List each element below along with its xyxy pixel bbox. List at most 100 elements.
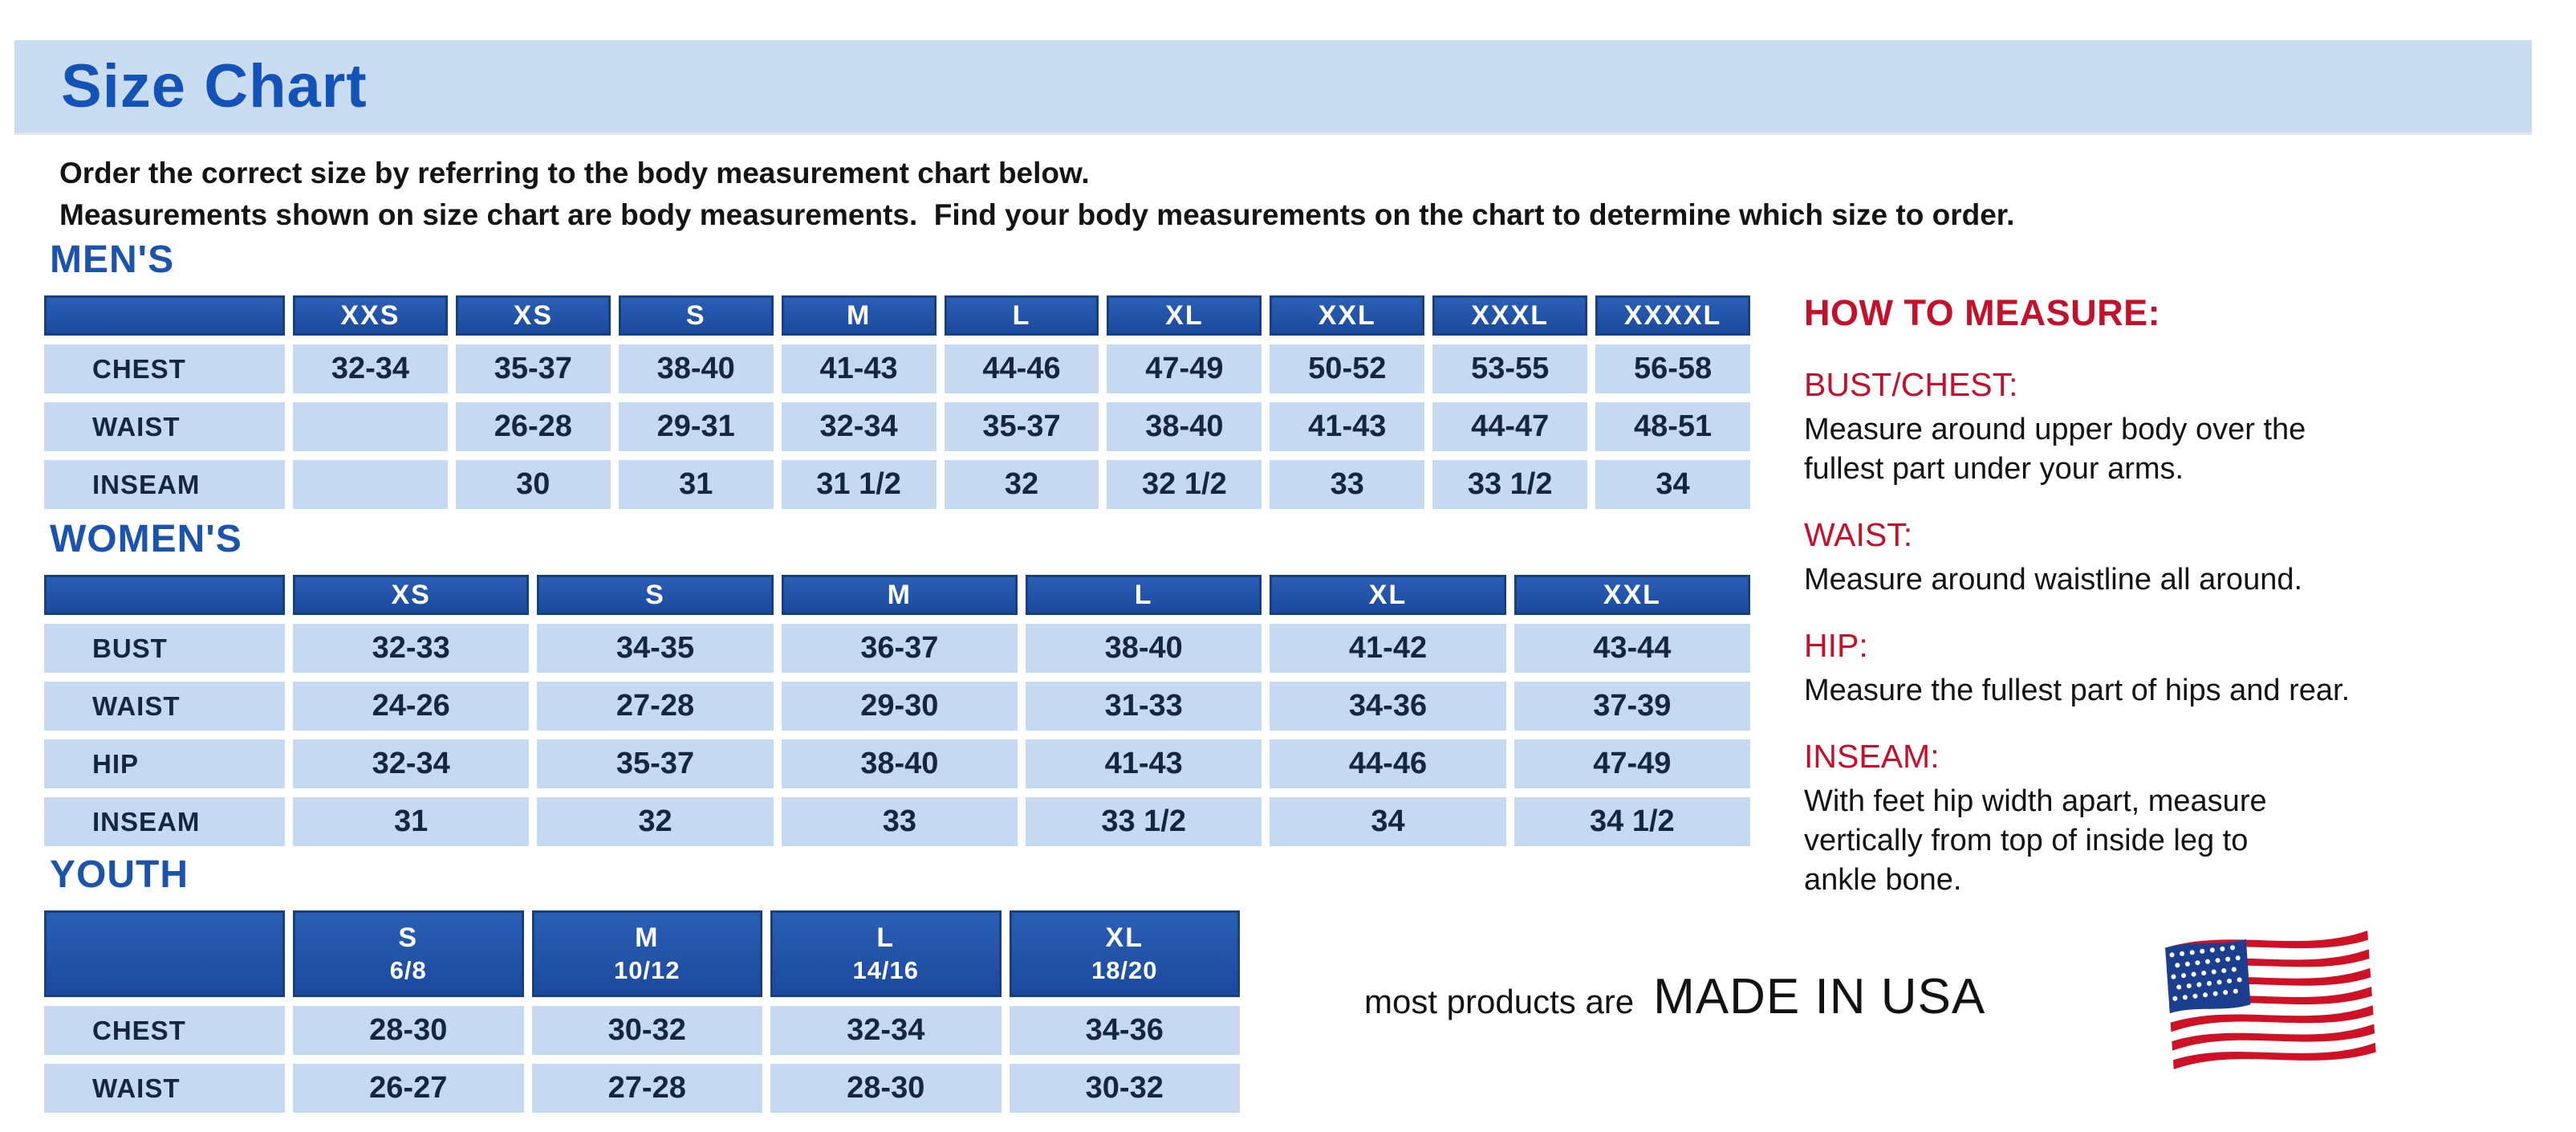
column-header: XL 18/20: [1009, 910, 1240, 997]
table-cell: 56-58: [1595, 344, 1750, 393]
table-cell: 33 1/2: [1432, 460, 1588, 509]
column-header: M: [781, 575, 1018, 615]
measure-text-bust-chest: Measure around upper body over the fulle…: [1804, 413, 2306, 486]
column-header: L: [1026, 575, 1262, 615]
row-label: HIP: [44, 739, 285, 788]
table-cell: 29-31: [618, 402, 774, 451]
table-cell: 32: [537, 797, 774, 846]
column-header: XL: [1270, 575, 1506, 615]
column-header: XL: [1107, 295, 1262, 336]
table-cell: 27-28: [531, 1064, 762, 1113]
table-cell: 30: [455, 460, 611, 509]
table-cell: 32-33: [293, 624, 530, 673]
table-cell: 43-44: [1514, 624, 1750, 673]
column-header: XXXXL: [1595, 295, 1750, 336]
column-header: L 14/16: [770, 910, 1002, 997]
table-cell: 48-51: [1595, 402, 1750, 451]
table-cell: 36-37: [781, 624, 1018, 673]
table-cell: 53-55: [1432, 344, 1588, 393]
row-label: INSEAM: [44, 797, 285, 846]
table-cell: 33: [1270, 460, 1425, 509]
footer-prefix: most products are: [1364, 983, 1635, 1020]
mens-size-table: XXS XS S M L XL XXL XXXL XXXXL CHEST 32-34 35-37 38-…: [44, 295, 1750, 509]
table-cell: 35-37: [537, 739, 774, 788]
row-label: CHEST: [44, 344, 285, 393]
column-header: XXL: [1514, 575, 1750, 615]
table-cell: 41-43: [1026, 739, 1262, 788]
column-header: M: [781, 295, 937, 336]
title-banner: Size Chart: [14, 40, 2532, 135]
table-cell: 38-40: [781, 739, 1018, 788]
usa-flag-icon: [2165, 930, 2376, 1070]
table-cell: 30-32: [1009, 1064, 1240, 1113]
made-in-usa-line: most products are MADE IN USA: [1364, 968, 1985, 1025]
page-title: Size Chart: [61, 52, 368, 120]
table-cell: 32-34: [293, 344, 448, 393]
measure-text-hip: Measure the fullest part of hips and rea…: [1804, 674, 2350, 707]
column-header: L: [944, 295, 1099, 336]
table-cell: 38-40: [1026, 624, 1262, 673]
table-corner-cell: [44, 910, 285, 997]
table-cell: 38-40: [1107, 402, 1262, 451]
youth-size-table: S 6/8 M 10/12 L 14/16 XL 18/20 CHEST 28-30 30-32 32…: [44, 910, 1240, 1113]
table-cell: 29-30: [781, 682, 1018, 731]
table-cell: 31 1/2: [781, 460, 937, 509]
intro-text: Order the correct size by referring to t…: [59, 153, 2014, 236]
table-cell: 30-32: [531, 1006, 762, 1055]
table-cell: 34: [1270, 797, 1506, 846]
table-cell: 34-36: [1009, 1006, 1240, 1055]
measure-label-hip: HIP:: [1804, 627, 1868, 664]
table-cell: 32-34: [781, 402, 937, 451]
table-cell: 31: [618, 460, 774, 509]
table-corner-cell: [44, 575, 285, 615]
intro-line-2: Measurements shown on size chart are bod…: [59, 198, 2015, 231]
table-cell: 34-36: [1270, 682, 1506, 731]
table-cell: 34: [1595, 460, 1750, 509]
table-cell: 28-30: [293, 1006, 524, 1055]
womens-size-table: XS S M L XL XXL BUST 32-33 34-35 36-37 38-40 41-42 4…: [44, 575, 1750, 846]
youth-section-heading: YOUTH: [50, 853, 189, 896]
table-cell: 26-27: [293, 1064, 524, 1113]
table-cell: 32-34: [770, 1006, 1002, 1055]
table-cell: 44-47: [1432, 402, 1588, 451]
column-header: XS: [455, 295, 611, 336]
column-header: M 10/12: [531, 910, 762, 997]
table-cell: 24-26: [293, 682, 530, 731]
table-cell: 50-52: [1270, 344, 1425, 393]
column-header: XXS: [293, 295, 448, 336]
table-cell: 32-34: [293, 739, 530, 788]
row-label: WAIST: [44, 682, 285, 731]
table-cell: 33: [781, 797, 1018, 846]
table-corner-cell: [44, 295, 285, 336]
measure-text-inseam: With feet hip width apart, measure verti…: [1804, 784, 2267, 897]
measure-text-waist: Measure around waistline all around.: [1804, 563, 2303, 597]
column-header: XXL: [1270, 295, 1425, 336]
table-cell: 32 1/2: [1107, 460, 1262, 509]
table-cell: 34 1/2: [1514, 797, 1750, 846]
table-cell: [293, 460, 448, 509]
column-header: S: [537, 575, 774, 615]
table-cell: 26-28: [455, 402, 611, 451]
row-label: CHEST: [44, 1006, 285, 1055]
how-to-measure-heading: HOW TO MEASURE:: [1804, 292, 2161, 333]
column-header: XS: [293, 575, 530, 615]
row-label: WAIST: [44, 402, 285, 451]
measure-label-waist: WAIST:: [1804, 516, 1913, 553]
row-label: INSEAM: [44, 460, 285, 509]
table-cell: 44-46: [944, 344, 1099, 393]
table-cell: [293, 402, 448, 451]
intro-line-1: Order the correct size by referring to t…: [59, 157, 1090, 189]
table-cell: 34-35: [537, 624, 774, 673]
table-cell: 47-49: [1107, 344, 1262, 393]
row-label: WAIST: [44, 1064, 285, 1113]
table-cell: 31-33: [1026, 682, 1262, 731]
table-cell: 31: [293, 797, 530, 846]
table-cell: 47-49: [1514, 739, 1750, 788]
table-cell: 41-42: [1270, 624, 1506, 673]
table-cell: 37-39: [1514, 682, 1750, 731]
table-cell: 28-30: [770, 1064, 1002, 1113]
table-cell: 33 1/2: [1026, 797, 1262, 846]
table-cell: 35-37: [944, 402, 1099, 451]
row-label: BUST: [44, 624, 285, 673]
